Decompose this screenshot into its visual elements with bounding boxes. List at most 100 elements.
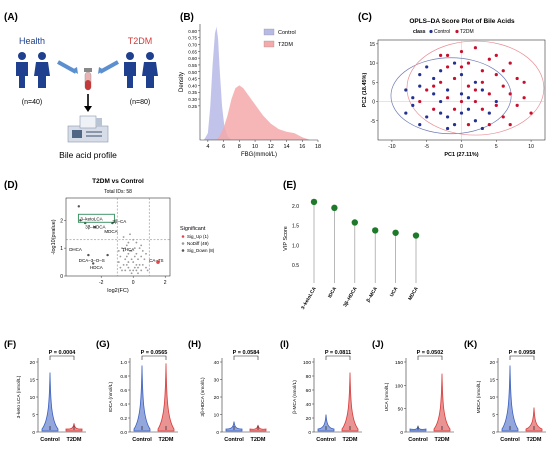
- violin-shape-t2dm: [525, 407, 543, 432]
- score-ytick-label: 5: [372, 80, 375, 86]
- volcano-ytick-label: 1: [60, 246, 63, 252]
- score-point-control: [418, 123, 422, 127]
- density-xtick-label: 12: [268, 144, 274, 150]
- volcano-point-down: [77, 205, 81, 208]
- volcano-point-nodiff: [125, 244, 128, 247]
- volcano-point-nodiff: [127, 261, 130, 263]
- panel-letter-c: (C): [358, 12, 372, 23]
- volcano-point-label: THCA: [122, 247, 134, 252]
- volcano-point-down: [87, 253, 90, 257]
- down-arrow-head-icon: [84, 106, 92, 112]
- volcano-xtick-label: 2: [164, 280, 167, 286]
- violin-shape-control: [133, 365, 151, 432]
- score-xtick-label: 10: [528, 144, 534, 150]
- right-arrow-head-icon: [98, 67, 104, 74]
- score-legend-t2dm: T2DM: [460, 29, 474, 35]
- volcano-legend-dot: [181, 242, 185, 245]
- volcano-point-nodiff: [127, 266, 130, 269]
- violin-panel-letter: (G): [96, 339, 110, 350]
- panel-a: Health T2DM (n=40) (n=80): [16, 36, 158, 160]
- score-point-t2dm: [522, 80, 526, 84]
- score-point-control: [418, 73, 422, 77]
- score-point-t2dm: [480, 80, 484, 84]
- volcano-frame: [65, 197, 171, 277]
- score-point-control: [439, 99, 443, 104]
- score-point-t2dm: [473, 88, 478, 92]
- vip-point: [412, 232, 420, 239]
- violin-group-label: T2DM: [527, 437, 542, 443]
- volcano-point-label: 3β–HDCA: [85, 225, 105, 230]
- volcano-point-nodiff: [135, 241, 138, 244]
- volcano-xlabel: log2(FC): [107, 288, 129, 294]
- volcano-point-nodiff: [132, 269, 135, 272]
- violin-group-label: Control: [316, 437, 336, 443]
- score-legend-control-dot: [429, 29, 433, 34]
- panel-letter-b: (B): [180, 12, 194, 23]
- violin-p-value: P = 0.0584: [233, 350, 261, 356]
- volcano-point-nodiff: [119, 266, 122, 269]
- density-area-control: [203, 26, 232, 140]
- vip-category-label: IDCA: [327, 286, 338, 300]
- violin-group-label: Control: [500, 437, 520, 443]
- violin-significance-bracket: [141, 355, 167, 360]
- score-point-t2dm: [515, 103, 519, 107]
- vip-category-label: UCA: [389, 286, 400, 298]
- violin-group-label: Control: [224, 437, 244, 443]
- density-ylabel: Density: [179, 72, 185, 92]
- violin-shape-t2dm: [157, 363, 175, 432]
- density-ytick-label: 0.40: [188, 83, 197, 88]
- violin-p-value: P = 0.0004: [49, 350, 77, 356]
- score-point-control: [404, 111, 408, 115]
- violin-ylabel: 3-keto LCA (nmol/L): [16, 375, 22, 418]
- score-point-control: [452, 123, 457, 127]
- volcano-point-nodiff: [135, 263, 138, 266]
- volcano-point-nodiff: [145, 266, 147, 269]
- score-point-t2dm: [466, 84, 471, 88]
- vip-ytick-label: 0.5: [292, 263, 299, 269]
- volcano-point-label: DHCA: [69, 247, 82, 252]
- volcano-point-nodiff: [130, 272, 133, 275]
- violin-ytick-label: 60: [306, 388, 312, 394]
- violin-ytick-label: 5: [492, 413, 495, 419]
- t2dm-people-icon: [124, 52, 158, 88]
- volcano-point-down: [106, 253, 109, 257]
- violin-ytick-label: 20: [30, 360, 36, 366]
- score-point-t2dm: [501, 115, 505, 119]
- density-xtick-label: 14: [283, 144, 289, 150]
- score-point-control: [439, 69, 443, 73]
- volcano-point-nodiff: [130, 250, 133, 252]
- density-ytick-label: 0.75: [188, 36, 197, 41]
- panel-d: T2DM vs Control Total IDs: 58 3–ketoLCA 3β–…: [51, 178, 215, 294]
- volcano-point-nodiff: [132, 238, 135, 241]
- density-ytick-label: 0.55: [188, 63, 197, 68]
- score-ytick-label: 10: [369, 61, 375, 67]
- violin-ytick-label: 1.0: [120, 360, 127, 366]
- volcano-point-nodiff: [146, 269, 149, 272]
- violin-significance-bracket: [325, 355, 351, 360]
- volcano-point-nodiff: [145, 252, 147, 255]
- score-point-t2dm: [466, 123, 471, 127]
- violin-group-label: T2DM: [435, 437, 450, 443]
- score-point-t2dm: [487, 57, 491, 61]
- density-ytick-label: 0.25: [188, 104, 197, 109]
- score-point-control: [466, 96, 471, 100]
- violin-panel-letter: (H): [188, 339, 201, 350]
- score-point-t2dm: [445, 96, 450, 100]
- violin-ytick-label: 100: [395, 383, 403, 389]
- violin-shape-control: [41, 372, 59, 432]
- vip-point: [372, 227, 379, 234]
- score-xtick-label: 5: [495, 144, 498, 150]
- volcano-point-label: 3β–CA: [112, 219, 126, 224]
- volcano-point-nodiff: [122, 236, 125, 238]
- violin-panel-letter: (F): [4, 339, 16, 350]
- score-ytick-label: 15: [369, 42, 375, 48]
- violin-ytick-label: 80: [306, 374, 312, 380]
- score-ylabel: PC2 (18.45%): [362, 73, 368, 108]
- volcano-point-nodiff: [121, 269, 123, 272]
- score-point-t2dm: [487, 123, 491, 127]
- violin-ytick-label: 10: [30, 395, 36, 401]
- score-point-control: [473, 119, 478, 123]
- violin-group-label: T2DM: [159, 437, 174, 443]
- volcano-ytick-label: 0: [60, 274, 63, 280]
